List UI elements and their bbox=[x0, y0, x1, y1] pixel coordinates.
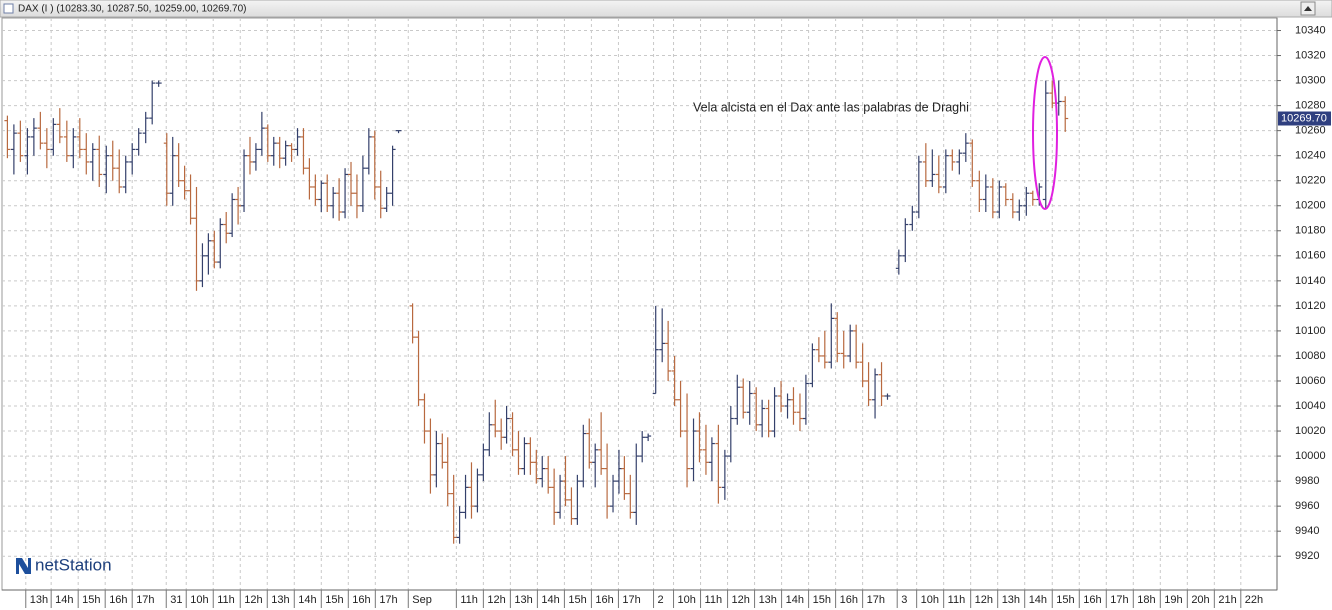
x-tick-label: 14h bbox=[298, 594, 316, 606]
x-tick-label: 21h bbox=[1218, 594, 1236, 606]
x-tick-label: 10h bbox=[190, 594, 208, 606]
x-tick-label: 22h bbox=[1245, 594, 1263, 606]
bars bbox=[4, 80, 1069, 544]
x-tick-label: 11h bbox=[217, 594, 235, 606]
y-tick-label: 10300 bbox=[1295, 74, 1326, 86]
y-tick-label: 10340 bbox=[1295, 24, 1326, 36]
x-tick-label: 17h bbox=[867, 594, 885, 606]
y-tick-label: 10320 bbox=[1295, 49, 1326, 61]
x-tick-label: 18h bbox=[1137, 594, 1155, 606]
x-tick-label: 14h bbox=[541, 594, 559, 606]
x-tick-label: 14h bbox=[786, 594, 804, 606]
x-tick-label: 13h bbox=[514, 594, 532, 606]
x-tick-label: 15h bbox=[325, 594, 343, 606]
brand-name: netStation bbox=[35, 555, 112, 574]
y-tick-label: 10100 bbox=[1295, 325, 1326, 337]
grid bbox=[2, 18, 1277, 590]
y-tick-label: 10240 bbox=[1295, 150, 1326, 162]
x-tick-label: 3 bbox=[901, 594, 907, 606]
x-tick-label: Sep bbox=[412, 594, 432, 606]
y-tick-label: 10220 bbox=[1295, 175, 1326, 187]
y-tick-label: 10080 bbox=[1295, 350, 1326, 362]
x-tick-label: 16h bbox=[1083, 594, 1101, 606]
x-tick-label: 12h bbox=[732, 594, 750, 606]
y-tick-label: 10260 bbox=[1295, 125, 1326, 137]
x-tick-label: 16h bbox=[595, 594, 613, 606]
y-tick-label: 10060 bbox=[1295, 375, 1326, 387]
y-tick-label: 10120 bbox=[1295, 300, 1326, 312]
y-tick-label: 10020 bbox=[1295, 425, 1326, 437]
x-tick-label: 16h bbox=[840, 594, 858, 606]
x-tick-label: 20h bbox=[1191, 594, 1209, 606]
y-tick-label: 10200 bbox=[1295, 200, 1326, 212]
x-tick-label: 13h bbox=[30, 594, 48, 606]
annotation: Vela alcista en el Dax ante las palabras… bbox=[693, 100, 969, 114]
x-tick-label: 31 bbox=[170, 594, 182, 606]
y-tick-label: 9920 bbox=[1295, 550, 1319, 562]
x-tick-label: 13h bbox=[271, 594, 289, 606]
y-tick-label: 10180 bbox=[1295, 225, 1326, 237]
x-tick-label: 17h bbox=[1110, 594, 1128, 606]
y-tick-label: 10040 bbox=[1295, 400, 1326, 412]
y-tick-label: 10000 bbox=[1295, 450, 1326, 462]
highlight-ellipse bbox=[1032, 56, 1058, 210]
y-tick-label: 10140 bbox=[1295, 275, 1326, 287]
x-tick-label: 12h bbox=[487, 594, 505, 606]
x-tick-label: 12h bbox=[244, 594, 262, 606]
x-tick-label: 2 bbox=[658, 594, 664, 606]
y-tick-label: 9960 bbox=[1295, 500, 1319, 512]
x-tick-label: 16h bbox=[352, 594, 370, 606]
x-tick-label: 11h bbox=[705, 594, 723, 606]
x-tick-label: 11h bbox=[948, 594, 966, 606]
x-tick-label: 13h bbox=[1002, 594, 1020, 606]
x-tick-label: 15h bbox=[813, 594, 831, 606]
x-tick-label: 12h bbox=[975, 594, 993, 606]
x-tick-label: 16h bbox=[109, 594, 127, 606]
y-tick-label: 10160 bbox=[1295, 250, 1326, 262]
y-tick-label: 10280 bbox=[1295, 100, 1326, 112]
x-tick-label: 17h bbox=[622, 594, 640, 606]
y-tick-label: 9980 bbox=[1295, 475, 1319, 487]
x-tick-label: 15h bbox=[82, 594, 100, 606]
x-tick-label: 11h bbox=[460, 594, 478, 606]
window-icon bbox=[3, 3, 14, 14]
x-tick-label: 17h bbox=[379, 594, 397, 606]
scroll-arrow bbox=[1304, 6, 1312, 11]
chart-title: DAX (I ) (10283.30, 10287.50, 10259.00, … bbox=[18, 4, 247, 15]
last-price-tag bbox=[1278, 111, 1331, 126]
brand-logo bbox=[16, 558, 31, 574]
x-tick-label: 10h bbox=[921, 594, 939, 606]
title-bar bbox=[0, 0, 1332, 18]
y-tick-label: 9940 bbox=[1295, 525, 1319, 537]
x-tick-label: 14h bbox=[1029, 594, 1047, 606]
x-tick-label: 14h bbox=[55, 594, 73, 606]
x-tick-label: 17h bbox=[136, 594, 154, 606]
x-tick-label: 13h bbox=[759, 594, 777, 606]
x-tick-label: 15h bbox=[1056, 594, 1074, 606]
x-tick-label: 19h bbox=[1164, 594, 1182, 606]
last-price-label: 10269.70 bbox=[1281, 112, 1327, 124]
x-tick-label: 10h bbox=[678, 594, 696, 606]
plot-area bbox=[1, 17, 1278, 591]
x-tick-label: 15h bbox=[568, 594, 586, 606]
